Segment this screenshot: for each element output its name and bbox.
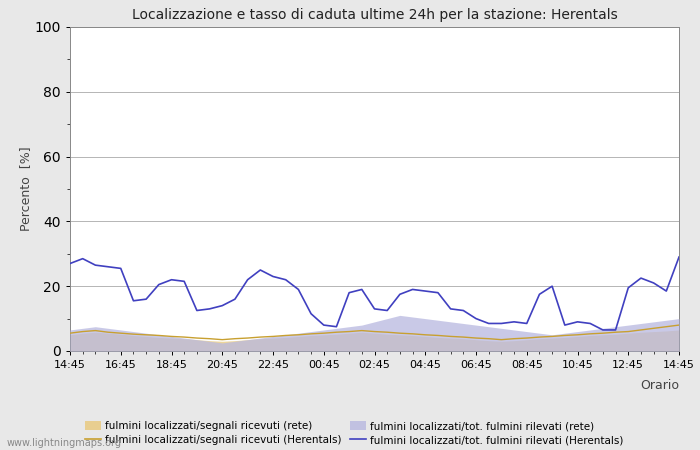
Text: Orario: Orario xyxy=(640,378,679,392)
Legend: fulmini localizzati/segnali ricevuti (rete), fulmini localizzati/segnali ricevut: fulmini localizzati/segnali ricevuti (re… xyxy=(81,417,627,450)
Y-axis label: Percento  [%]: Percento [%] xyxy=(19,147,32,231)
Text: www.lightningmaps.org: www.lightningmaps.org xyxy=(7,438,122,448)
Title: Localizzazione e tasso di caduta ultime 24h per la stazione: Herentals: Localizzazione e tasso di caduta ultime … xyxy=(132,8,617,22)
